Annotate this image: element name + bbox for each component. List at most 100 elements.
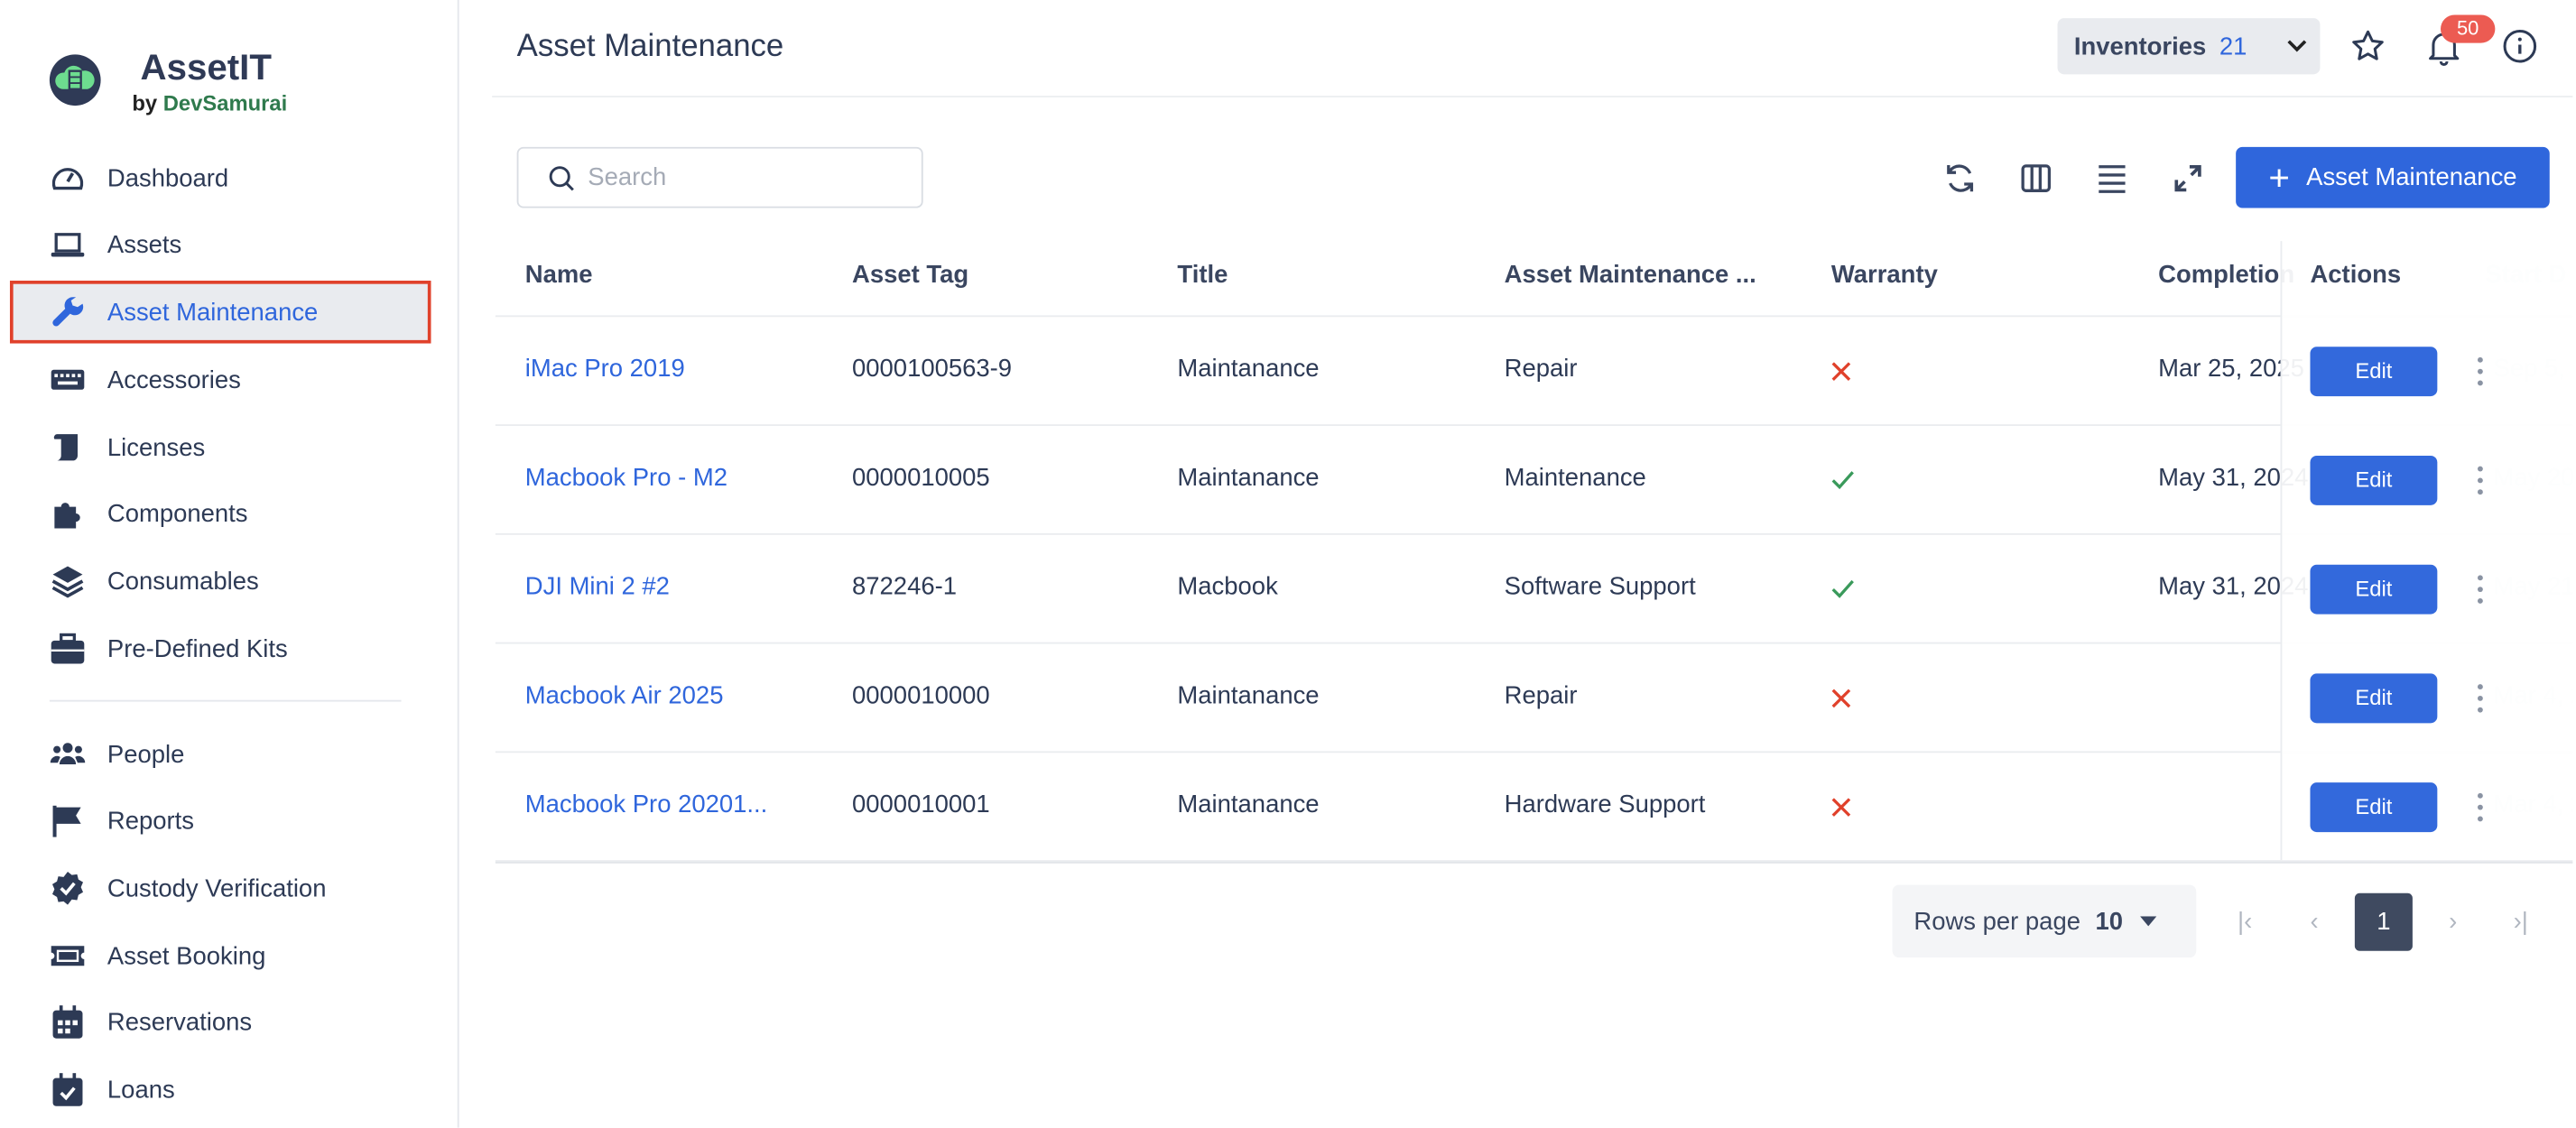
rows-per-page-select[interactable]: Rows per page 10	[1892, 884, 2197, 958]
add-asset-maintenance-button[interactable]: + Asset Maintenance	[2236, 146, 2550, 208]
title-cell: Maintanance	[1177, 681, 1320, 710]
asset-tag-cell: 0000010000	[852, 681, 990, 710]
asset-name-link[interactable]: DJI Mini 2 #2	[524, 572, 670, 601]
edit-button[interactable]: Edit	[2310, 673, 2438, 724]
cross-icon	[1831, 796, 1851, 826]
brand-byline: by DevSamurai	[132, 90, 288, 116]
more-options-icon[interactable]	[2474, 464, 2488, 497]
asset-tag-cell: 0000100563-9	[852, 355, 1013, 384]
sidebar-item-accessories[interactable]: Accessories	[10, 348, 431, 411]
sidebar-item-reservations[interactable]: Reservations	[10, 991, 431, 1054]
sidebar-item-pre-defined-kits[interactable]: Pre-Defined Kits	[10, 617, 431, 680]
page-title: Asset Maintenance	[516, 29, 784, 65]
asset-tag-cell: 0000010005	[852, 464, 990, 493]
sidebar-item-people[interactable]: People	[10, 723, 431, 786]
sidebar-item-asset-maintenance[interactable]: Asset Maintenance	[9, 281, 431, 344]
first-page-button[interactable]: |‹	[2238, 908, 2253, 937]
sidebar: AssetIT by DevSamurai Dashboard Assets Ass…	[0, 0, 459, 1128]
column-header[interactable]: Title	[1177, 261, 1228, 290]
column-header[interactable]: Completion	[2158, 261, 2295, 290]
more-options-icon[interactable]	[2474, 791, 2488, 824]
column-header[interactable]: Asset Tag	[852, 261, 969, 290]
table-footer-divider	[495, 861, 2573, 864]
check-icon	[1831, 469, 1855, 499]
header-divider	[495, 315, 2573, 318]
sidebar-item-components[interactable]: Components	[10, 482, 431, 545]
edit-button[interactable]: Edit	[2310, 564, 2438, 615]
last-page-button[interactable]: ›|	[2513, 908, 2528, 937]
dashboard-icon	[50, 160, 86, 196]
search-input[interactable]	[584, 162, 889, 194]
refresh-icon[interactable]	[1941, 159, 1980, 199]
logo-icon	[49, 54, 101, 106]
asset-name-link[interactable]: Macbook Pro 20201...	[524, 791, 768, 819]
actions-column	[2280, 241, 2575, 861]
sidebar-item-custody-verification[interactable]: Custody Verification	[10, 857, 431, 920]
wrench-icon	[50, 294, 86, 330]
column-header[interactable]: Actions	[2310, 261, 2402, 290]
edit-button[interactable]: Edit	[2310, 347, 2438, 397]
density-icon[interactable]	[2092, 159, 2132, 199]
sidebar-item-assets[interactable]: Assets	[10, 213, 431, 276]
sidebar-item-label: Accessories	[107, 365, 241, 394]
edit-button[interactable]: Edit	[2310, 455, 2438, 505]
maintenance-type-cell: Software Support	[1504, 572, 1696, 601]
plus-icon: +	[2268, 155, 2290, 198]
sidebar-item-label: Components	[107, 499, 248, 528]
inventories-count: 21	[2219, 32, 2247, 60]
people-icon	[50, 736, 86, 772]
flag-icon	[50, 802, 86, 838]
rows-per-page-value: 10	[2095, 907, 2123, 936]
asset-tag-cell: 0000010001	[852, 791, 990, 819]
rows-per-page-label: Rows per page	[1913, 907, 2080, 936]
columns-icon[interactable]	[2016, 159, 2056, 199]
inventories-dropdown[interactable]: Inventories 21	[2057, 18, 2321, 75]
calendar-check-icon	[50, 1071, 86, 1107]
fullscreen-icon[interactable]	[2168, 159, 2208, 199]
row-divider	[495, 860, 2573, 862]
asset-name-link[interactable]: Macbook Air 2025	[524, 681, 724, 710]
asset-tag-cell: 872246-1	[852, 572, 958, 601]
page-button-current[interactable]: 1	[2354, 892, 2413, 951]
sidebar-item-label: Licenses	[107, 433, 206, 462]
maintenance-type-cell: Repair	[1504, 355, 1578, 384]
asset-name-link[interactable]: iMac Pro 2019	[524, 355, 685, 384]
column-header[interactable]: Asset Maintenance ...	[1504, 261, 1756, 290]
ticket-icon	[50, 938, 86, 974]
search-box[interactable]	[516, 146, 923, 208]
keyboard-icon	[50, 362, 86, 398]
cross-icon	[1831, 687, 1851, 717]
more-options-icon[interactable]	[2474, 355, 2488, 388]
sidebar-item-label: Dashboard	[107, 164, 229, 193]
sidebar-item-dashboard[interactable]: Dashboard	[10, 147, 431, 210]
sidebar-item-label: Consumables	[107, 567, 259, 596]
row-divider	[495, 751, 2573, 754]
sidebar-item-asset-booking[interactable]: Asset Booking	[10, 925, 431, 988]
sidebar-item-reports[interactable]: Reports	[10, 790, 431, 853]
sidebar-item-label: Assets	[107, 230, 182, 259]
star-icon[interactable]	[2349, 28, 2386, 72]
sidebar-item-label: Reports	[107, 806, 195, 835]
column-header[interactable]: Warranty	[1830, 261, 1938, 290]
maintenance-type-cell: Repair	[1504, 681, 1578, 710]
prev-page-button[interactable]: ‹	[2310, 908, 2319, 937]
asset-name-link[interactable]: Macbook Pro - M2	[524, 464, 727, 493]
add-button-label: Asset Maintenance	[2306, 163, 2517, 192]
info-icon[interactable]	[2502, 28, 2538, 72]
edit-button[interactable]: Edit	[2310, 782, 2438, 833]
scroll-icon	[50, 430, 86, 466]
row-divider	[495, 532, 2573, 535]
maintenance-type-cell: Hardware Support	[1504, 791, 1706, 819]
header-divider	[492, 96, 2573, 97]
column-header[interactable]: Name	[524, 261, 593, 290]
next-page-button[interactable]: ›	[2449, 908, 2458, 937]
title-cell: Maintanance	[1177, 355, 1320, 384]
sidebar-item-licenses[interactable]: Licenses	[10, 416, 431, 479]
more-options-icon[interactable]	[2474, 573, 2488, 606]
inventories-label: Inventories	[2073, 32, 2207, 60]
sidebar-item-consumables[interactable]: Consumables	[10, 550, 431, 613]
caret-down-icon	[2139, 916, 2156, 927]
sidebar-item-label: Asset Maintenance	[107, 298, 319, 327]
sidebar-item-loans[interactable]: Loans	[10, 1059, 431, 1122]
more-options-icon[interactable]	[2474, 682, 2488, 716]
